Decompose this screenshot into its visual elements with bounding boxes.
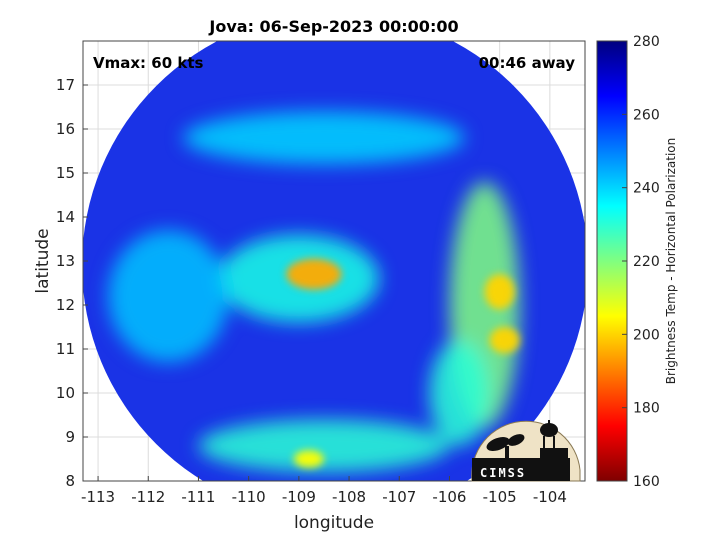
cimss-logo: CIMSS bbox=[471, 420, 581, 482]
y-tick-label: 16 bbox=[56, 120, 75, 138]
swath-feature-east-band-tail bbox=[429, 340, 490, 446]
x-axis-label: longitude bbox=[294, 513, 374, 533]
y-axis-label: latitude bbox=[33, 228, 53, 293]
colorbar-tick-label: 200 bbox=[633, 327, 660, 343]
y-tick-label: 17 bbox=[56, 76, 75, 94]
x-tick-label: -111 bbox=[181, 488, 215, 506]
colorbar-ticks: 160 180 200 220 240 260 280 bbox=[622, 34, 660, 490]
swath-feature-northern-arc bbox=[183, 111, 465, 165]
x-tick-label: -104 bbox=[533, 488, 567, 506]
time-away-annotation: 00:46 away bbox=[479, 54, 576, 72]
swath-feature-eyewall bbox=[286, 258, 342, 290]
swath-feature-southern-arc bbox=[198, 419, 450, 473]
swath-feature-east-band-core-1 bbox=[484, 274, 515, 310]
colorbar-tick-label: 160 bbox=[633, 474, 660, 490]
colorbar-tick-label: 260 bbox=[633, 107, 660, 123]
swath-feature-east-band-core-2 bbox=[489, 327, 520, 354]
x-tick-label: -113 bbox=[81, 488, 115, 506]
y-tick-label: 9 bbox=[65, 428, 75, 446]
y-axis-ticks: 8 9 10 11 12 13 14 15 16 17 bbox=[56, 76, 88, 490]
colorbar-tick-label: 280 bbox=[633, 34, 660, 50]
y-tick-label: 10 bbox=[56, 384, 75, 402]
chart-title: Jova: 06-Sep-2023 00:00:00 bbox=[208, 17, 458, 36]
swath-image bbox=[83, 41, 585, 481]
y-tick-label: 8 bbox=[65, 472, 75, 490]
x-tick-label: -108 bbox=[332, 488, 366, 506]
y-tick-label: 13 bbox=[56, 252, 75, 270]
x-tick-label: -109 bbox=[282, 488, 316, 506]
x-tick-label: -112 bbox=[131, 488, 165, 506]
y-tick-label: 12 bbox=[56, 296, 75, 314]
x-tick-label: -106 bbox=[432, 488, 466, 506]
x-tick-label: -107 bbox=[382, 488, 416, 506]
vmax-annotation: Vmax: 60 kts bbox=[93, 54, 203, 72]
y-tick-label: 15 bbox=[56, 164, 75, 182]
svg-text:CIMSS: CIMSS bbox=[480, 466, 526, 480]
colorbar-tick-label: 180 bbox=[633, 401, 660, 417]
y-tick-label: 14 bbox=[56, 208, 75, 226]
colorbar-label: Brightness Temp - Horizontal Polarizatio… bbox=[664, 138, 678, 385]
x-axis-ticks: -113 -112 -111 -110 -109 -108 -107 -106 -105 -104 bbox=[81, 476, 567, 506]
swath-feature-southern-cells bbox=[293, 450, 324, 468]
colorbar-tick-label: 220 bbox=[633, 254, 660, 270]
y-tick-label: 11 bbox=[56, 340, 75, 358]
x-tick-label: -110 bbox=[232, 488, 266, 506]
swath-feature-western-band bbox=[108, 230, 229, 363]
x-tick-label: -105 bbox=[483, 488, 517, 506]
colorbar-tick-label: 240 bbox=[633, 181, 660, 197]
